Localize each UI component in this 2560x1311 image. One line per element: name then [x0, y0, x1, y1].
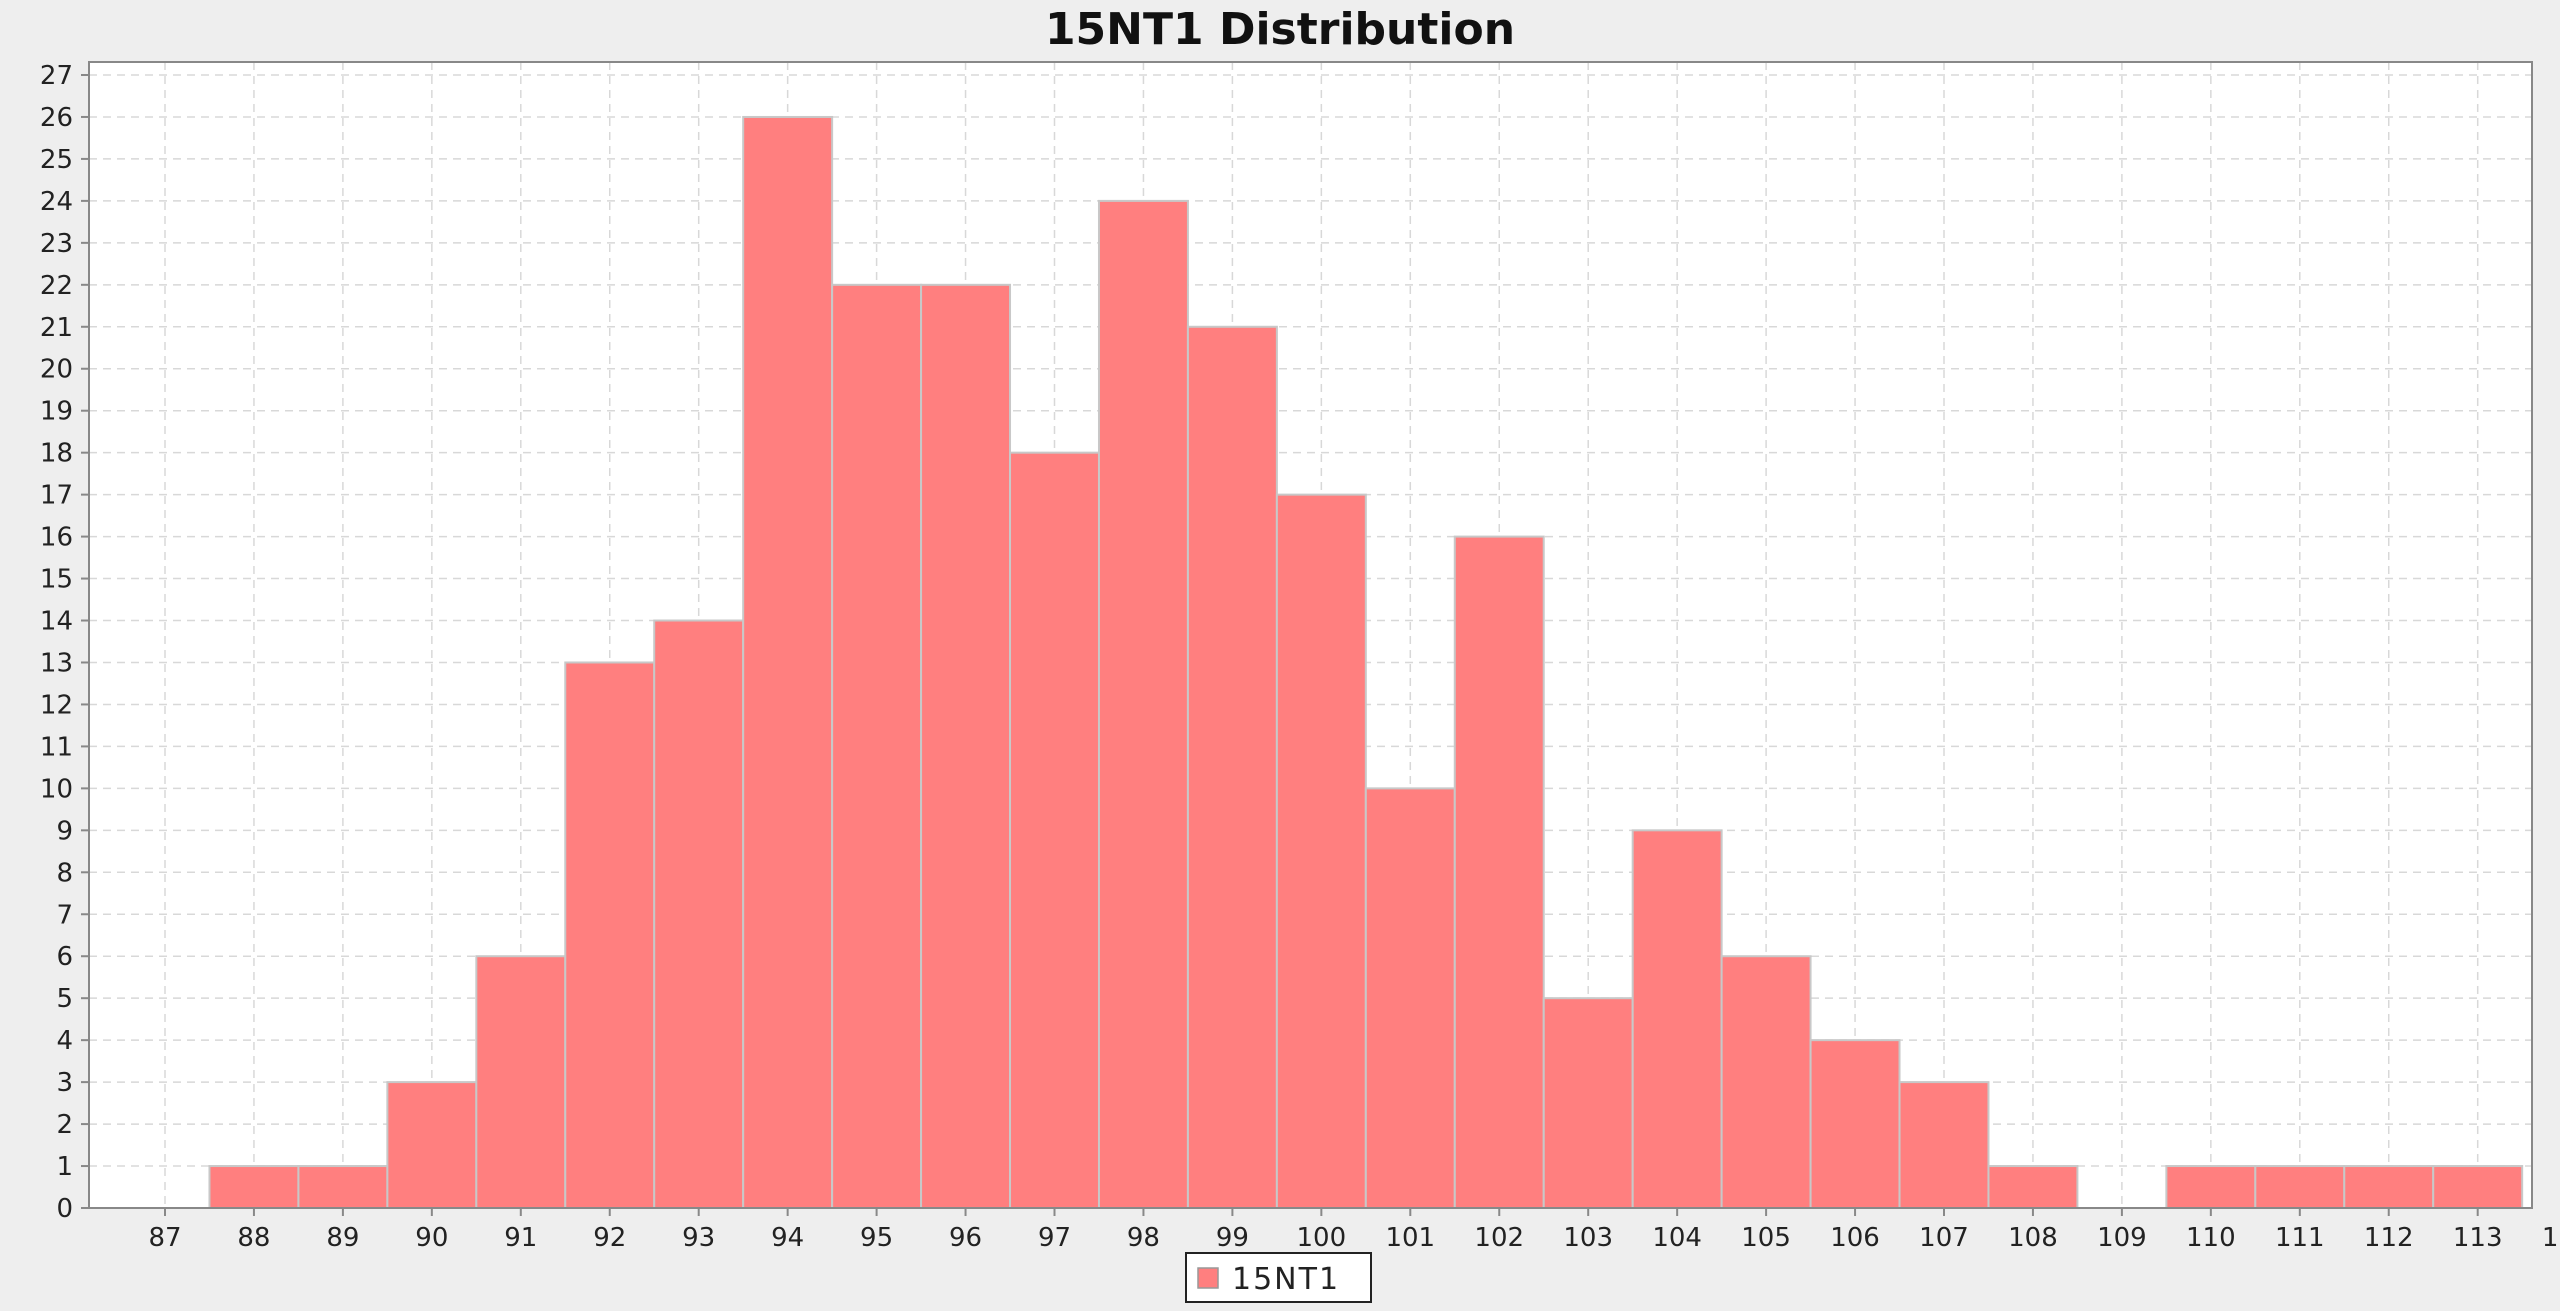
x-tick-label: 104: [1652, 1223, 1702, 1253]
histogram-bar-111: [2254, 1165, 2346, 1209]
y-tick-label: 21: [40, 313, 73, 343]
histogram-bar-92: [564, 661, 656, 1209]
x-tick-label: 89: [326, 1223, 359, 1253]
x-tick-label: 112: [2364, 1223, 2414, 1253]
y-tick-label: 24: [40, 187, 73, 217]
y-tick-label: 0: [56, 1194, 73, 1224]
x-tick-label: 113: [2453, 1223, 2503, 1253]
y-tick-label: 20: [40, 355, 73, 385]
x-tick-label: 103: [1563, 1223, 1613, 1253]
plot-frame: [88, 61, 2533, 1209]
bars: [208, 115, 2524, 1210]
x-tick-label: 90: [415, 1223, 448, 1253]
y-tick-label: 9: [56, 816, 73, 846]
y-tick-label: 8: [56, 858, 73, 888]
x-tick-label: 98: [1127, 1223, 1160, 1253]
y-tick-label: 16: [40, 523, 73, 553]
histogram-bar-94: [742, 115, 834, 1209]
legend-series-label: 15NT1: [1232, 1262, 1340, 1297]
histogram-bar-98: [1097, 199, 1189, 1209]
histogram-bar-105: [1720, 955, 1812, 1209]
y-tick-label: 4: [56, 1026, 73, 1056]
x-tick-label: 94: [771, 1223, 804, 1253]
x-tick-label: 95: [860, 1223, 893, 1253]
histogram-bar-91: [475, 955, 567, 1209]
x-tick-label: 92: [593, 1223, 626, 1253]
histogram-bar-100: [1275, 493, 1367, 1209]
y-tick-label: 25: [40, 145, 73, 175]
y-tick-label: 6: [56, 942, 73, 972]
histogram-bar-113: [2432, 1165, 2524, 1209]
y-tick-label: 2: [56, 1110, 73, 1140]
x-tick-label: 105: [1741, 1223, 1791, 1253]
y-tick-label: 23: [40, 229, 73, 259]
histogram-bar-101: [1364, 787, 1456, 1209]
y-tick-label: 27: [40, 61, 73, 91]
histogram-bar-110: [2165, 1165, 2257, 1209]
histogram-bar-108: [1987, 1165, 2079, 1209]
histogram-bar-102: [1453, 535, 1545, 1209]
y-tick-label: 22: [40, 271, 73, 301]
x-tick-label: 97: [1038, 1223, 1071, 1253]
histogram-bar-97: [1009, 451, 1100, 1209]
x-tick-label: 91: [504, 1223, 537, 1253]
y-tick-label: 7: [56, 900, 73, 930]
legend: 15NT1: [1185, 1252, 1372, 1303]
y-tick-label: 1: [56, 1152, 73, 1182]
x-tick-label: 88: [237, 1223, 270, 1253]
x-tick-label: 100: [1297, 1223, 1347, 1253]
chart-title: 15NT1 Distribution: [1045, 4, 1515, 55]
y-tick-label: 5: [56, 984, 73, 1014]
y-tick-label: 11: [40, 732, 73, 762]
histogram-bar-88: [208, 1165, 300, 1209]
histogram-bar-103: [1542, 997, 1634, 1209]
x-tick-label: 102: [1474, 1223, 1524, 1253]
y-tick-label: 17: [40, 481, 73, 511]
histogram-bar-95: [831, 283, 923, 1209]
x-tick-label: 108: [2008, 1223, 2058, 1253]
y-tick-label: 3: [56, 1068, 73, 1098]
histogram-bar-96: [920, 283, 1012, 1209]
x-tick-label: 87: [148, 1223, 181, 1253]
histogram-bar-93: [653, 619, 745, 1209]
histogram-bar-106: [1809, 1039, 1901, 1210]
axes: 0123456789101112131415161718192021222324…: [40, 61, 2560, 1253]
histogram-bar-89: [297, 1165, 389, 1209]
x-tick-label: 114: [2542, 1223, 2560, 1253]
y-tick-label: 15: [40, 565, 73, 595]
legend-swatch: [1197, 1267, 1219, 1289]
x-tick-label: 107: [1919, 1223, 1969, 1253]
y-tick-label: 10: [40, 774, 73, 804]
y-tick-label: 12: [40, 690, 73, 720]
x-tick-label: 111: [2275, 1223, 2325, 1253]
histogram-bar-99: [1186, 325, 1278, 1209]
y-tick-label: 26: [40, 103, 73, 133]
x-tick-label: 109: [2097, 1223, 2147, 1253]
x-tick-label: 96: [949, 1223, 982, 1253]
x-tick-label: 99: [1216, 1223, 1249, 1253]
histogram-bar-112: [2343, 1165, 2435, 1209]
x-tick-label: 101: [1385, 1223, 1435, 1253]
y-tick-label: 19: [40, 397, 73, 427]
histogram-bar-107: [1898, 1081, 1990, 1209]
y-tick-label: 14: [40, 607, 73, 637]
histogram-bar-104: [1631, 829, 1723, 1209]
x-tick-label: 110: [2186, 1223, 2236, 1253]
x-tick-label: 106: [1830, 1223, 1880, 1253]
histogram-bar-90: [386, 1081, 478, 1209]
y-tick-label: 18: [40, 439, 73, 469]
y-tick-label: 13: [40, 648, 73, 678]
x-tick-label: 93: [682, 1223, 715, 1253]
